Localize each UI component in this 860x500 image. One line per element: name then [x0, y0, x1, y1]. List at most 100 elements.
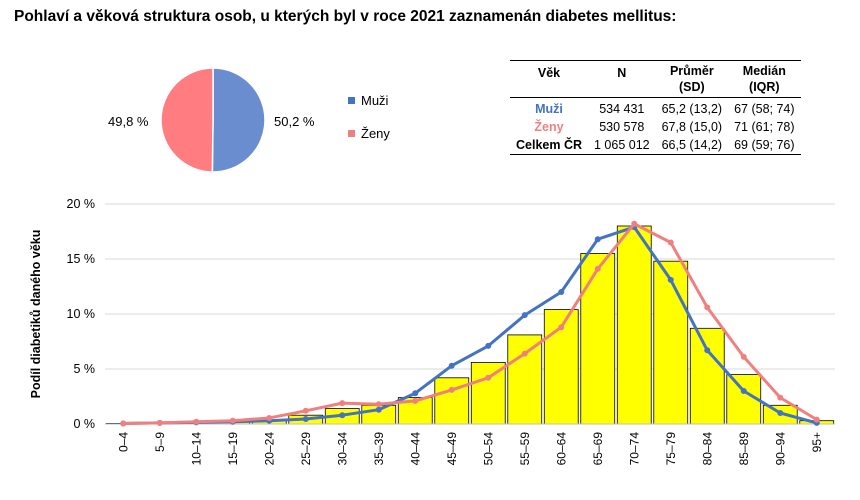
y-tick-label: 20 %	[67, 197, 96, 211]
row-label-women: Ženy	[534, 120, 564, 134]
x-tick-label: 80–84	[700, 432, 714, 466]
data-point	[412, 397, 419, 404]
header-n-label: N	[617, 66, 627, 80]
data-point	[704, 304, 711, 311]
data-point	[302, 407, 309, 414]
data-point	[594, 236, 601, 243]
legend-swatch-women	[348, 130, 355, 137]
data-point	[740, 353, 747, 360]
data-point	[448, 362, 455, 369]
bar	[470, 361, 506, 425]
bar	[580, 253, 616, 425]
summary-table: Věk N Průměr (SD) Medián (IQR) Muži 534 …	[510, 60, 801, 155]
x-tick-label: 0–4	[116, 432, 130, 452]
x-tick-label: 45–49	[445, 432, 459, 466]
x-tick-label: 50–54	[481, 432, 495, 466]
data-point	[594, 265, 601, 272]
data-point	[448, 386, 455, 393]
data-point	[229, 417, 236, 424]
pie-slice-men	[211, 67, 266, 173]
data-point	[558, 289, 565, 295]
legend-label-men: Muži	[361, 93, 389, 108]
header-median-line2: (IQR)	[749, 80, 780, 94]
pie-slice-women	[160, 67, 214, 173]
table-header-row: Věk N Průměr (SD) Medián (IQR)	[510, 60, 801, 98]
data-point	[777, 410, 784, 416]
x-tick-label: 15–19	[226, 432, 240, 466]
header-age: Věk	[510, 60, 588, 98]
x-tick-label: 20–24	[262, 432, 276, 466]
table-row: Ženy 530 578 67,8 (15,0) 71 (61; 78)	[510, 118, 801, 136]
data-point	[521, 312, 528, 319]
data-point	[558, 324, 565, 331]
pie-legend: Muži Ženy	[348, 84, 390, 150]
x-tick-label: 25–29	[299, 432, 313, 466]
data-point	[485, 342, 492, 349]
data-point	[813, 416, 820, 423]
x-tick-label: 95+	[810, 432, 824, 452]
pie-label-men: 50,2 %	[274, 114, 315, 129]
legend-swatch-men	[348, 97, 355, 104]
bar	[653, 260, 689, 425]
series-line-women	[123, 222, 818, 425]
legend-item-women: Ženy	[348, 117, 390, 150]
cell-mean: 66,5 (14,2)	[655, 136, 729, 155]
data-point	[704, 347, 711, 354]
pie-label-women: 49,8 %	[108, 114, 149, 129]
data-point	[667, 276, 674, 283]
x-tick-label: 65–69	[591, 432, 605, 466]
page-title: Pohlaví a věková struktura osob, u který…	[14, 8, 677, 25]
header-mean-line1: Průměr	[669, 64, 714, 78]
cell-n: 534 431	[599, 102, 645, 116]
cell-n: 1 065 012	[588, 136, 656, 155]
x-tick-label: 55–59	[518, 432, 532, 466]
data-point	[521, 350, 528, 357]
bar	[507, 334, 543, 425]
y-tick-label: 10 %	[67, 307, 96, 321]
cell-median: 69 (59; 76)	[728, 136, 801, 155]
x-tick-label: 40–44	[408, 432, 422, 466]
data-point	[339, 412, 346, 419]
row-label-men: Muži	[535, 102, 563, 116]
data-point	[339, 400, 346, 407]
data-point	[120, 420, 127, 427]
cell-mean: 65,2 (13,2)	[661, 102, 723, 116]
cell-mean: 67,8 (15,0)	[661, 120, 723, 134]
x-tick-label: 10–14	[189, 432, 203, 466]
cell-n: 530 578	[599, 120, 645, 134]
data-point	[302, 416, 309, 423]
header-median-line1: Medián	[742, 64, 786, 78]
y-tick-label: 5 %	[73, 362, 95, 376]
y-tick-label: 0 %	[73, 417, 95, 431]
x-tick-label: 90–94	[773, 432, 787, 466]
header-age-label: Věk	[537, 66, 561, 80]
y-tick-label: 15 %	[67, 252, 96, 266]
data-point	[412, 390, 419, 397]
data-point	[740, 388, 747, 394]
data-point	[777, 394, 784, 401]
header-median: Medián (IQR)	[728, 60, 801, 98]
x-tick-label: 5–9	[153, 432, 167, 452]
x-tick-label: 85–89	[737, 432, 751, 466]
data-point	[375, 401, 382, 408]
data-point	[485, 374, 492, 381]
header-mean: Průměr (SD)	[655, 60, 729, 98]
x-tick-label: 70–74	[627, 432, 641, 466]
data-point	[375, 406, 382, 413]
bar	[689, 327, 725, 425]
legend-item-men: Muži	[348, 84, 390, 117]
x-tick-label: 30–34	[335, 432, 349, 466]
data-point	[193, 418, 200, 425]
header-mean-line2: (SD)	[678, 80, 705, 94]
table-row: Muži 534 431 65,2 (13,2) 67 (58; 74)	[510, 98, 801, 119]
data-point	[156, 419, 163, 426]
x-tick-label: 60–64	[554, 432, 568, 466]
table-row: Celkem ČR 1 065 012 66,5 (14,2) 69 (59; …	[510, 136, 801, 155]
row-label-total: Celkem ČR	[510, 136, 588, 155]
data-point	[266, 414, 273, 421]
bar	[616, 225, 652, 425]
cell-median: 71 (61; 78)	[734, 120, 795, 134]
header-n: N	[588, 60, 656, 98]
